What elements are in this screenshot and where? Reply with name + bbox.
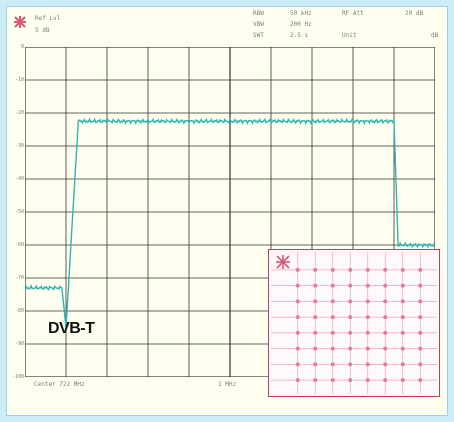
constellation-point	[330, 267, 335, 272]
constellation-point	[365, 299, 370, 304]
constellation-point	[400, 330, 405, 335]
y-tick-label: 0	[20, 44, 24, 50]
constellation-point	[330, 330, 335, 335]
constellation-point	[418, 362, 423, 367]
constellation-point	[313, 299, 318, 304]
constellation-inset	[268, 249, 440, 397]
constellation-point	[295, 283, 300, 288]
y-tick-label: -90	[14, 341, 24, 347]
constellation-point	[295, 330, 300, 335]
constellation-point	[295, 267, 300, 272]
constellation-point	[348, 330, 353, 335]
constellation-point	[330, 315, 335, 320]
constellation-point	[313, 315, 318, 320]
constellation-point	[418, 267, 423, 272]
constellation-point	[313, 346, 318, 351]
constellation-point	[383, 267, 388, 272]
center-frequency-label: Center 722 MHz	[34, 381, 85, 388]
constellation-point	[400, 315, 405, 320]
constellation-point	[295, 299, 300, 304]
constellation-point	[313, 362, 318, 367]
constellation-point	[313, 330, 318, 335]
constellation-point	[365, 362, 370, 367]
constellation-point	[330, 346, 335, 351]
constellation-point	[295, 346, 300, 351]
unit-value: dB	[431, 32, 439, 39]
y-tick-label: -100	[11, 374, 24, 380]
constellation-point	[348, 378, 353, 383]
constellation-point	[383, 346, 388, 351]
constellation-point	[313, 283, 318, 288]
constellation-point	[348, 283, 353, 288]
vbw-label: VBW	[253, 21, 264, 28]
y-tick-label: -30	[14, 143, 24, 149]
vbw-value: 200 Hz	[290, 21, 312, 28]
constellation-point	[383, 378, 388, 383]
constellation-point	[365, 346, 370, 351]
swt-label: SWT	[253, 32, 264, 39]
ref-level-value: 5 dB	[35, 27, 50, 34]
constellation-point	[400, 299, 405, 304]
constellation-point	[400, 283, 405, 288]
constellation-point	[295, 315, 300, 320]
constellation-point	[348, 299, 353, 304]
unit-label: Unit	[342, 32, 357, 39]
rf-att-label: RF Att	[342, 10, 364, 17]
constellation-point	[365, 267, 370, 272]
rohde-logo-icon	[14, 16, 26, 28]
y-tick-label: -20	[14, 110, 24, 116]
y-tick-label: -40	[14, 176, 24, 182]
rf-att-value: 20 dB	[405, 10, 424, 17]
constellation-point	[348, 315, 353, 320]
constellation-point	[400, 378, 405, 383]
constellation-point	[400, 362, 405, 367]
constellation-diagram	[271, 252, 437, 394]
rbw-value: 50 kHz	[290, 10, 312, 17]
constellation-point	[365, 330, 370, 335]
constellation-point	[295, 362, 300, 367]
y-tick-label: -60	[14, 242, 24, 248]
constellation-point	[400, 267, 405, 272]
y-tick-label: -10	[14, 77, 24, 83]
swt-value: 2.5 s	[290, 32, 309, 39]
constellation-point	[348, 267, 353, 272]
constellation-point	[418, 346, 423, 351]
constellation-point	[365, 315, 370, 320]
span-label: 1 MHz	[218, 381, 237, 388]
constellation-point	[365, 378, 370, 383]
spectrum-trace	[25, 117, 435, 328]
constellation-point	[348, 362, 353, 367]
constellation-point	[400, 346, 405, 351]
constellation-point	[383, 362, 388, 367]
constellation-point	[348, 346, 353, 351]
constellation-point	[330, 299, 335, 304]
constellation-point	[330, 378, 335, 383]
constellation-point	[418, 315, 423, 320]
constellation-point	[418, 378, 423, 383]
rbw-label: RBW	[253, 10, 264, 17]
constellation-point	[383, 283, 388, 288]
constellation-point	[365, 283, 370, 288]
inset-logo-icon	[276, 255, 290, 269]
constellation-point	[330, 362, 335, 367]
y-tick-label: -70	[14, 275, 24, 281]
constellation-point	[313, 267, 318, 272]
y-tick-label: -50	[14, 209, 24, 215]
constellation-point	[295, 378, 300, 383]
constellation-point	[418, 299, 423, 304]
constellation-point	[383, 330, 388, 335]
constellation-point	[418, 283, 423, 288]
constellation-point	[313, 378, 318, 383]
dvb-t-label: DVB-T	[48, 320, 95, 337]
constellation-point	[383, 299, 388, 304]
constellation-point	[330, 283, 335, 288]
y-tick-label: -80	[14, 308, 24, 314]
constellation-point	[383, 315, 388, 320]
constellation-point	[418, 330, 423, 335]
ref-level-label: Ref Lvl	[35, 15, 61, 22]
